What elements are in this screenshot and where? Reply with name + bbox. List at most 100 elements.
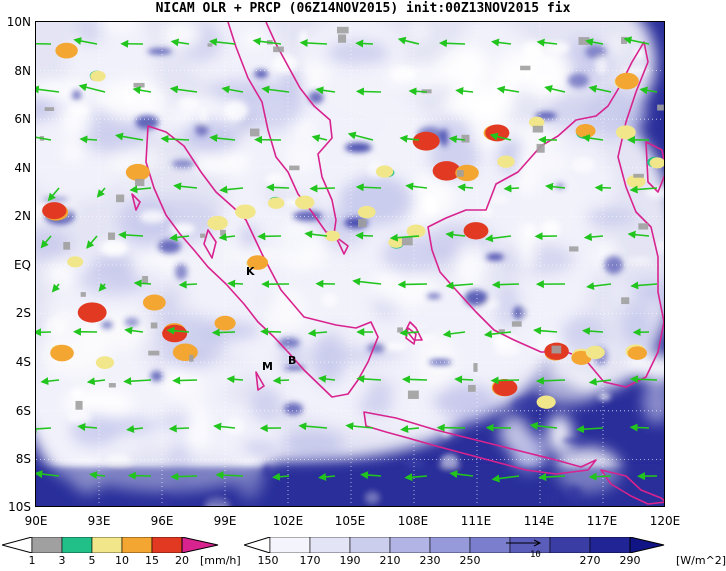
lon-label: 102E — [272, 514, 304, 528]
cloud-blob — [607, 34, 625, 55]
light-precip-patch — [108, 383, 116, 388]
wind-vector — [208, 38, 236, 46]
wind-vector — [129, 185, 152, 194]
cloud-texture — [68, 105, 90, 116]
cloud-texture — [485, 253, 505, 261]
cloud-texture — [561, 438, 589, 443]
lat-label: 8N — [14, 64, 31, 78]
precip-cell — [626, 174, 646, 188]
wind-vector — [79, 135, 98, 144]
light-precip-patch — [107, 232, 116, 240]
wind-vector — [36, 424, 52, 433]
wind-vector — [483, 330, 512, 339]
precip-colorbar-swatch — [91, 537, 123, 553]
wind-vector — [271, 472, 290, 481]
olr-colorbar-swatch — [389, 537, 431, 553]
cloud-blob — [243, 32, 265, 46]
wind-vector — [114, 132, 144, 141]
cloud-texture — [390, 66, 417, 82]
cloud-texture — [540, 220, 561, 238]
cloud-texture — [440, 128, 449, 147]
cloud-blob — [234, 80, 304, 132]
precip-cell — [375, 165, 394, 178]
cloud-texture — [321, 293, 338, 307]
lon-label: 105E — [334, 514, 366, 528]
precip-cell — [142, 294, 166, 311]
light-precip-patch — [633, 173, 644, 178]
cloud-texture — [293, 210, 323, 222]
cloud-blob — [408, 175, 455, 216]
wind-vector — [438, 39, 466, 48]
light-precip-patch — [150, 322, 158, 329]
wind-vector — [397, 280, 428, 289]
cloud-blob — [619, 304, 656, 348]
wind-vector — [304, 230, 328, 239]
precip-cell — [55, 42, 78, 59]
light-precip-patch — [578, 37, 590, 45]
precip-cell — [324, 230, 340, 242]
wind-vector — [401, 375, 428, 384]
precip-legend-label: 5 — [88, 554, 96, 567]
station-label-m: M — [262, 360, 273, 373]
light-precip-patch — [473, 363, 478, 372]
cloud-blob — [526, 72, 568, 100]
wind-vector — [315, 86, 336, 95]
cloud-texture — [404, 459, 425, 468]
wind-vector — [86, 377, 106, 386]
cloud-texture — [44, 317, 67, 337]
cloud-detail — [36, 30, 664, 506]
wind-vector — [629, 185, 658, 194]
light-precip-patch — [134, 178, 145, 187]
wind-vector — [399, 328, 420, 337]
precip-cell — [528, 116, 545, 128]
cloud-blob — [437, 382, 497, 423]
wind-vector — [178, 280, 198, 289]
cloud-texture — [106, 454, 132, 464]
lon-label: 99E — [213, 514, 237, 528]
wind-vector — [124, 326, 144, 335]
cloud-texture — [158, 239, 181, 254]
cloud-blob — [540, 155, 567, 169]
precip-cell — [497, 155, 515, 168]
wind-vector — [96, 187, 106, 198]
light-precip-patch — [536, 143, 545, 153]
reference-vector-arrowhead — [533, 539, 542, 547]
precip-cell — [615, 125, 636, 140]
bangka-coast — [405, 321, 423, 341]
wind-vector — [221, 85, 244, 94]
mentawai-coast — [255, 371, 265, 391]
precip-colorbar-swatch — [61, 537, 93, 553]
wind-vector — [227, 279, 244, 288]
precip-legend-label: 1 — [28, 554, 36, 567]
precip-cell — [207, 215, 228, 231]
precip-cell — [536, 395, 556, 409]
cloud-texture — [382, 342, 407, 351]
wind-vector — [400, 425, 420, 434]
precip-cell — [67, 256, 84, 268]
cloud-blob — [310, 334, 347, 385]
wind-vector — [307, 328, 328, 337]
light-precip-patch — [200, 233, 206, 238]
light-precip-patch — [142, 276, 149, 284]
wind-vector — [442, 329, 466, 338]
cloud-blob — [62, 142, 83, 161]
light-precip-patch — [551, 345, 562, 354]
lat-label: 2S — [15, 306, 31, 320]
wind-vector — [36, 85, 60, 94]
lat-label: 6N — [14, 112, 31, 126]
wind-vector — [576, 425, 604, 434]
light-precip-patch — [80, 292, 86, 297]
bali-lombok-coast — [600, 469, 664, 505]
wind-vector — [449, 470, 474, 479]
wind-vector — [252, 37, 282, 46]
olr-legend-label: 150 — [257, 554, 279, 567]
cloud-texture — [42, 197, 69, 202]
wind-vector — [36, 470, 60, 479]
plot-title: NICAM OLR + PRCP (06Z14NOV2015) init:00Z… — [155, 1, 571, 16]
cloud-texture — [199, 107, 208, 126]
cloud-blob — [267, 289, 305, 335]
cloud-blob — [131, 250, 180, 286]
wind-vector — [581, 134, 604, 143]
lon-label: 117E — [586, 514, 618, 528]
cloud-blob — [101, 417, 159, 435]
